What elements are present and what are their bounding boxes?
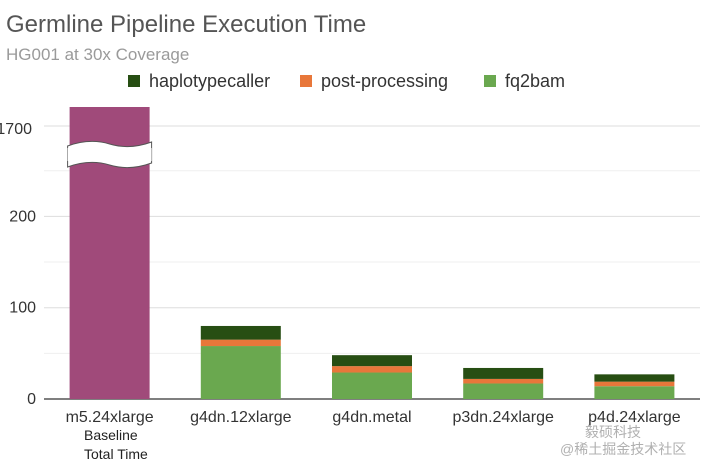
- baseline-note: Baseline: [84, 427, 138, 443]
- legend-label: fq2bam: [505, 71, 565, 91]
- bar-segment-post-processing: [200, 339, 281, 347]
- y-tick-label: 100: [9, 300, 36, 317]
- x-tick-label: g4dn.metal: [332, 409, 411, 426]
- bar-segment-fq2bam: [463, 383, 544, 399]
- legend-label: haplotypecaller: [149, 71, 270, 91]
- watermark-brand: 毅硕科技: [585, 424, 641, 440]
- x-axis-labels: m5.24xlarge g4dn.12xlarge g4dn.metal p3dn.2…: [66, 409, 681, 426]
- bar-segment-haplotypecaller: [594, 374, 675, 382]
- y-tick-label: 0: [27, 391, 36, 408]
- bar-segment-haplotypecaller: [332, 355, 412, 367]
- chart-title: Germline Pipeline Execution Time: [6, 11, 366, 38]
- y-axis-ticks: 0 100 200 1700: [0, 121, 36, 408]
- bar-segment-fq2bam: [200, 346, 281, 399]
- gridlines: [44, 125, 700, 400]
- x-tick-label: m5.24xlarge: [66, 409, 154, 426]
- legend-swatch-fq2bam: [484, 75, 496, 87]
- chart-subtitle: HG001 at 30x Coverage: [6, 45, 189, 64]
- x-tick-label: g4dn.12xlarge: [190, 409, 292, 426]
- bar-segment-haplotypecaller: [463, 367, 544, 379]
- bar-segment-fq2bam: [594, 386, 675, 399]
- bar-segment-haplotypecaller: [200, 325, 281, 340]
- total-time-note: Total Time: [84, 446, 148, 462]
- axis-break-fill: [67, 148, 152, 161]
- bar-segment-post-processing: [332, 366, 412, 373]
- legend-swatch-post-processing: [300, 75, 312, 87]
- bar-segment-post-processing: [463, 378, 544, 384]
- legend-label: post-processing: [321, 71, 448, 91]
- x-tick-label: p3dn.24xlarge: [452, 409, 554, 426]
- y-tick-label: 200: [9, 208, 36, 225]
- y-tick-label: 1700: [0, 121, 32, 138]
- bar-segment-fq2bam: [332, 372, 412, 399]
- bars: [67, 107, 675, 399]
- x-tick-label: p4d.24xlarge: [588, 409, 681, 426]
- bar-segment-post-processing: [594, 381, 675, 387]
- legend-swatch-haplotypecaller: [128, 75, 140, 87]
- watermark: @稀土掘金技术社区: [560, 441, 686, 457]
- legend: haplotypecaller post-processing fq2bam: [128, 71, 565, 91]
